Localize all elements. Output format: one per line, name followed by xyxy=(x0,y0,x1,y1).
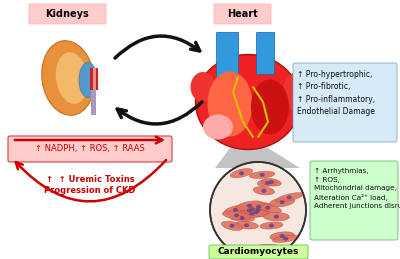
FancyBboxPatch shape xyxy=(310,161,398,240)
Ellipse shape xyxy=(265,181,270,185)
Ellipse shape xyxy=(239,205,266,213)
Ellipse shape xyxy=(253,187,274,195)
Ellipse shape xyxy=(265,206,270,210)
Ellipse shape xyxy=(230,224,234,228)
Bar xyxy=(90,68,98,90)
Ellipse shape xyxy=(249,171,275,178)
Ellipse shape xyxy=(283,237,288,241)
Ellipse shape xyxy=(239,171,244,175)
FancyBboxPatch shape xyxy=(293,63,397,142)
Ellipse shape xyxy=(269,224,274,228)
Ellipse shape xyxy=(280,234,285,238)
Bar xyxy=(256,32,274,74)
FancyBboxPatch shape xyxy=(29,4,106,24)
Ellipse shape xyxy=(261,189,266,193)
Text: ↑ Arrhythmias,
↑ ROS,
Mitochondrial damage,
Alteration Ca²⁺ load,
Adherent junct: ↑ Arrhythmias, ↑ ROS, Mitochondrial dama… xyxy=(314,168,400,209)
Ellipse shape xyxy=(287,195,292,199)
Ellipse shape xyxy=(254,210,259,214)
Ellipse shape xyxy=(256,205,261,209)
Ellipse shape xyxy=(240,216,244,220)
Ellipse shape xyxy=(203,114,233,140)
Ellipse shape xyxy=(254,203,282,213)
Ellipse shape xyxy=(244,208,268,217)
Ellipse shape xyxy=(230,214,255,222)
Ellipse shape xyxy=(275,193,303,202)
Ellipse shape xyxy=(260,222,283,229)
Ellipse shape xyxy=(244,223,249,227)
Bar xyxy=(216,32,238,84)
Ellipse shape xyxy=(196,54,300,149)
Bar xyxy=(93,68,96,90)
Ellipse shape xyxy=(233,208,238,212)
Ellipse shape xyxy=(208,71,252,136)
Ellipse shape xyxy=(251,80,289,134)
Ellipse shape xyxy=(221,221,243,231)
Ellipse shape xyxy=(237,207,262,214)
Text: Heart: Heart xyxy=(227,9,257,19)
Ellipse shape xyxy=(236,201,263,211)
Ellipse shape xyxy=(190,72,216,102)
Ellipse shape xyxy=(256,208,260,212)
Ellipse shape xyxy=(274,215,279,219)
FancyBboxPatch shape xyxy=(214,4,271,24)
FancyBboxPatch shape xyxy=(209,245,308,259)
Ellipse shape xyxy=(247,208,252,212)
Text: Kidneys: Kidneys xyxy=(45,9,89,19)
FancyBboxPatch shape xyxy=(8,136,172,162)
Ellipse shape xyxy=(261,178,281,186)
Bar xyxy=(91,90,96,115)
Ellipse shape xyxy=(272,235,299,242)
Ellipse shape xyxy=(280,200,285,204)
Ellipse shape xyxy=(269,180,274,184)
Text: ↑ NADPH, ↑ ROS, ↑ RAAS: ↑ NADPH, ↑ ROS, ↑ RAAS xyxy=(35,145,145,154)
Ellipse shape xyxy=(283,72,313,112)
Circle shape xyxy=(210,162,306,258)
Ellipse shape xyxy=(257,179,278,186)
Ellipse shape xyxy=(234,213,239,217)
Ellipse shape xyxy=(224,205,246,214)
Ellipse shape xyxy=(270,198,295,207)
Ellipse shape xyxy=(42,41,94,115)
Ellipse shape xyxy=(245,202,272,211)
Ellipse shape xyxy=(252,244,282,250)
Ellipse shape xyxy=(264,246,269,249)
Ellipse shape xyxy=(222,211,251,220)
Ellipse shape xyxy=(247,204,252,208)
Text: Cardiomyocytes: Cardiomyocytes xyxy=(217,248,299,256)
Ellipse shape xyxy=(263,212,290,221)
Ellipse shape xyxy=(235,221,258,229)
Ellipse shape xyxy=(260,173,265,177)
Ellipse shape xyxy=(270,232,294,240)
Polygon shape xyxy=(215,148,300,168)
Ellipse shape xyxy=(250,207,255,211)
Ellipse shape xyxy=(79,62,97,97)
Text: ↑  ↑ Uremic Toxins
Progression of CKD: ↑ ↑ Uremic Toxins Progression of CKD xyxy=(44,175,136,195)
Ellipse shape xyxy=(56,52,88,104)
Ellipse shape xyxy=(246,206,271,214)
Text: ↑ Pro-hypertrophic,
↑ Pro-fibrotic,
↑ Pro-inflammatory,
Endothelial Damage: ↑ Pro-hypertrophic, ↑ Pro-fibrotic, ↑ Pr… xyxy=(297,70,375,117)
Ellipse shape xyxy=(230,169,253,178)
Ellipse shape xyxy=(238,209,266,218)
Ellipse shape xyxy=(250,212,254,215)
